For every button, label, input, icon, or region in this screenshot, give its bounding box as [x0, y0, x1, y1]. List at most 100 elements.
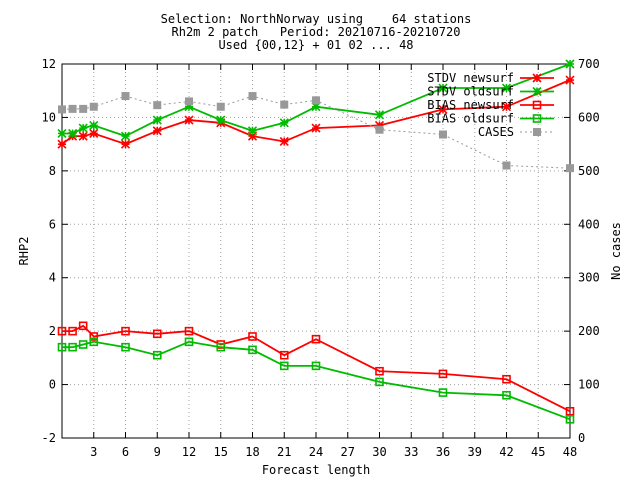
- data-point: [247, 131, 258, 141]
- data-point: [248, 345, 257, 355]
- y-tick-label: 2: [49, 324, 56, 338]
- data-point: [279, 118, 289, 128]
- y2-tick-label: 400: [578, 217, 600, 231]
- data-point: [121, 92, 130, 101]
- x-tick-label: 27: [341, 445, 355, 459]
- y2-tick-label: 200: [578, 324, 600, 338]
- data-point: [78, 321, 88, 331]
- x-tick-label: 48: [563, 445, 577, 459]
- y2-tick-label: 100: [578, 378, 600, 392]
- legend-marker: [532, 100, 542, 110]
- legend-item: BIAS newsurf: [427, 98, 554, 112]
- y-tick-label: -2: [42, 431, 56, 445]
- legend-marker: [532, 73, 542, 83]
- x-tick-label: 3: [90, 445, 97, 459]
- data-point: [279, 350, 289, 360]
- x-axis-ticks: 3 6 9 12 15 18 21 24 27 30 33 36 39 42 45 48: [90, 64, 577, 459]
- y2-tick-label: 300: [578, 271, 600, 285]
- y-axis-label: RHP2: [17, 237, 31, 266]
- data-point: [248, 332, 257, 341]
- y-tick-label: 8: [49, 164, 56, 178]
- x-tick-label: 42: [499, 445, 513, 459]
- data-point: [89, 337, 99, 347]
- legend-item: STDV oldsurf: [427, 85, 554, 99]
- data-point: [57, 139, 67, 149]
- legend-label: BIAS oldsurf: [427, 112, 514, 126]
- legend-label: CASES: [478, 125, 514, 139]
- data-point: [279, 361, 289, 371]
- data-point: [89, 128, 99, 139]
- data-point: [120, 131, 131, 141]
- x-tick-label: 45: [531, 445, 545, 459]
- data-point: [280, 100, 289, 109]
- data-point: [68, 342, 77, 352]
- data-point: [184, 337, 194, 347]
- data-point: [78, 123, 88, 133]
- data-point: [247, 126, 258, 136]
- data-point: [248, 92, 257, 101]
- y2-tick-label: 600: [578, 110, 600, 124]
- series-bias-oldsurf: [57, 337, 575, 424]
- x-tick-label: 36: [436, 445, 450, 459]
- chart-title: Selection: NorthNorway using 64 stations…: [161, 12, 472, 52]
- title-line: Rh2m 2 patch Period: 20210716-20210720: [172, 25, 461, 39]
- data-point: [216, 342, 226, 352]
- data-point: [438, 104, 448, 114]
- data-point: [565, 414, 575, 424]
- legend-item: CASES: [478, 125, 554, 139]
- legend-label: BIAS newsurf: [427, 98, 514, 112]
- data-point: [216, 115, 226, 125]
- series: [57, 59, 575, 424]
- x-tick-label: 9: [154, 445, 161, 459]
- x-tick-label: 12: [182, 445, 196, 459]
- data-point: [312, 96, 320, 105]
- y-tick-label: 0: [49, 378, 56, 392]
- y-tick-label: 4: [49, 271, 56, 285]
- data-point: [375, 377, 384, 387]
- x-tick-label: 6: [122, 445, 129, 459]
- legend-label: STDV newsurf: [427, 71, 514, 85]
- data-point: [89, 332, 99, 341]
- data-point: [311, 102, 321, 112]
- x-tick-label: 39: [468, 445, 482, 459]
- data-point: [184, 102, 194, 112]
- data-point: [121, 342, 130, 352]
- data-point: [121, 326, 130, 336]
- data-point: [152, 329, 162, 339]
- x-axis-label: Forecast length: [262, 463, 370, 477]
- data-point: [501, 83, 512, 93]
- data-point: [438, 388, 448, 397]
- data-point: [89, 120, 99, 131]
- data-point: [566, 164, 574, 173]
- data-point: [78, 131, 88, 141]
- data-point: [311, 334, 321, 344]
- data-point: [438, 369, 448, 379]
- data-point: [565, 59, 575, 69]
- x-tick-label: 30: [372, 445, 386, 459]
- data-point: [502, 161, 511, 170]
- legend-item: STDV newsurf: [427, 71, 554, 85]
- legend-label: STDV oldsurf: [427, 85, 514, 99]
- data-point: [502, 390, 511, 400]
- data-point: [152, 115, 162, 125]
- legend-marker: [532, 114, 542, 123]
- data-point: [57, 326, 67, 336]
- data-point: [279, 136, 289, 147]
- data-point: [152, 350, 162, 360]
- data-point: [439, 130, 447, 139]
- data-point: [68, 104, 77, 113]
- x-tick-label: 18: [245, 445, 259, 459]
- data-point: [78, 340, 88, 349]
- data-point: [311, 361, 321, 371]
- data-point: [58, 105, 66, 114]
- data-point: [120, 139, 131, 149]
- data-point: [57, 342, 67, 352]
- data-point: [184, 115, 194, 125]
- data-point: [374, 110, 385, 120]
- y-tick-label: 12: [42, 57, 56, 71]
- data-point: [438, 83, 448, 93]
- y-tick-label: 10: [42, 110, 56, 124]
- data-point: [502, 374, 511, 384]
